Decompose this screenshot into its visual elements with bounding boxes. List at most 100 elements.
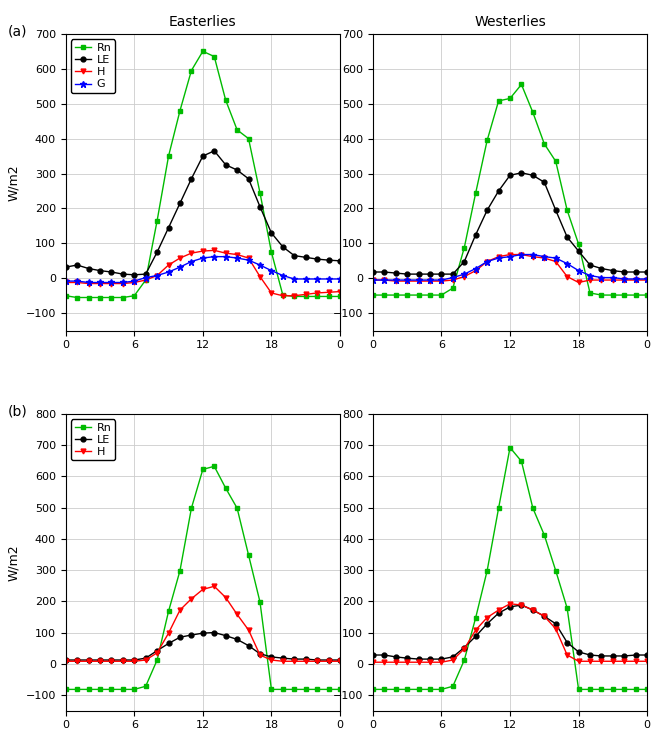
LE — [403, 270, 411, 279]
LE — [142, 270, 150, 279]
H — [199, 585, 207, 594]
Rn — [575, 240, 583, 249]
LE — [483, 206, 491, 215]
Rn — [529, 108, 537, 117]
LE — [165, 639, 173, 648]
Rn — [495, 96, 503, 105]
Rn — [575, 685, 583, 694]
LE — [518, 601, 526, 610]
Rn — [461, 656, 468, 665]
G — [438, 275, 445, 284]
Rn — [267, 247, 275, 256]
LE — [449, 653, 457, 662]
Rn — [438, 685, 445, 694]
H — [529, 252, 537, 261]
H — [96, 279, 104, 288]
H — [302, 656, 309, 666]
LE — [415, 654, 422, 663]
LE — [483, 619, 491, 628]
Rn — [518, 80, 526, 89]
H — [336, 656, 344, 666]
H — [575, 278, 583, 287]
LE — [540, 177, 548, 186]
H — [461, 272, 468, 281]
G — [506, 252, 514, 261]
Rn — [392, 685, 399, 694]
LE — [222, 631, 230, 640]
H — [529, 605, 537, 614]
Rn — [199, 465, 207, 474]
H — [552, 624, 560, 633]
G — [495, 253, 503, 262]
LE — [176, 199, 184, 208]
LE — [575, 247, 583, 256]
Line: Rn: Rn — [63, 49, 342, 300]
H — [495, 252, 503, 261]
H — [563, 650, 571, 660]
LE — [506, 171, 514, 180]
H — [403, 277, 411, 286]
H — [62, 656, 70, 666]
LE — [279, 653, 286, 663]
LE — [597, 264, 605, 273]
G — [472, 264, 480, 273]
H — [325, 288, 332, 297]
H — [222, 249, 230, 258]
LE — [73, 656, 81, 665]
Rn — [73, 293, 81, 302]
H — [540, 612, 548, 621]
Rn — [96, 293, 104, 302]
G — [415, 275, 422, 284]
LE — [279, 242, 286, 251]
Rn — [165, 607, 173, 616]
Line: LE: LE — [371, 171, 650, 277]
Rn — [108, 293, 116, 302]
Rn — [142, 682, 150, 691]
H — [380, 275, 388, 284]
G — [609, 273, 617, 282]
LE — [426, 654, 434, 663]
LE — [85, 656, 93, 665]
Rn — [153, 216, 161, 225]
H — [643, 656, 651, 666]
LE — [108, 656, 116, 665]
G — [483, 257, 491, 266]
Rn — [495, 504, 503, 513]
H — [461, 644, 468, 653]
Rn — [256, 597, 264, 606]
LE — [210, 147, 218, 156]
Rn — [176, 566, 184, 575]
H — [438, 658, 445, 667]
LE — [85, 264, 93, 273]
LE — [438, 270, 445, 279]
H — [313, 656, 321, 666]
LE — [233, 635, 241, 644]
Rn — [119, 293, 127, 302]
G — [244, 256, 252, 265]
H — [73, 656, 81, 666]
LE — [586, 260, 594, 269]
G — [290, 274, 298, 284]
G — [380, 275, 388, 284]
Rn — [244, 550, 252, 559]
Rn — [380, 290, 388, 299]
H — [85, 656, 93, 666]
Rn — [438, 290, 445, 299]
G — [267, 266, 275, 275]
LE — [552, 619, 560, 628]
G — [85, 278, 93, 287]
Rn — [426, 685, 434, 694]
Line: H: H — [63, 584, 342, 664]
H — [472, 266, 480, 275]
Line: Rn: Rn — [371, 82, 650, 298]
H — [609, 275, 617, 284]
Rn — [586, 685, 594, 694]
LE — [244, 174, 252, 183]
LE — [62, 262, 70, 271]
G — [643, 274, 651, 284]
LE — [495, 608, 503, 617]
H — [518, 601, 526, 610]
LE — [643, 650, 651, 660]
H — [176, 605, 184, 614]
Rn — [267, 685, 275, 694]
